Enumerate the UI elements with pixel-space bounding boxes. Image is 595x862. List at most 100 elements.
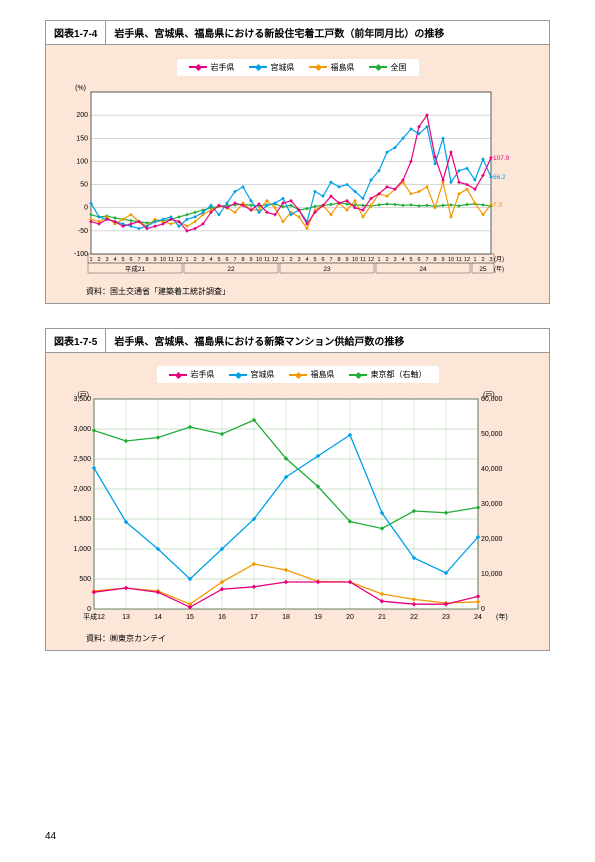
svg-text:(戸): (戸) xyxy=(77,391,89,399)
svg-text:10: 10 xyxy=(160,257,166,263)
legend-item: 岩手県 xyxy=(189,62,235,73)
svg-text:8: 8 xyxy=(241,257,244,263)
svg-text:1: 1 xyxy=(185,257,188,263)
svg-text:4: 4 xyxy=(113,257,116,263)
chart-2-body: 岩手県宮城県福島県東京都（右軸） 05001,0001,5002,0002,50… xyxy=(46,353,549,651)
svg-text:(月): (月) xyxy=(494,256,504,263)
svg-text:5: 5 xyxy=(217,257,220,263)
svg-text:5: 5 xyxy=(121,257,124,263)
svg-text:4: 4 xyxy=(401,257,404,263)
svg-text:20: 20 xyxy=(346,614,354,621)
svg-text:21: 21 xyxy=(378,614,386,621)
svg-text:10: 10 xyxy=(256,257,262,263)
svg-text:17: 17 xyxy=(250,614,258,621)
svg-text:10: 10 xyxy=(352,257,358,263)
svg-text:14: 14 xyxy=(154,614,162,621)
svg-text:20,000: 20,000 xyxy=(481,536,503,543)
legend-item: 福島県 xyxy=(309,62,355,73)
chart-1-title: 岩手県、宮城県、福島県における新設住宅着工戸数（前年同月比）の推移 xyxy=(106,21,452,44)
svg-text:23: 23 xyxy=(442,614,450,621)
chart-1-titlebar: 図表1-7-4 岩手県、宮城県、福島県における新設住宅着工戸数（前年同月比）の推… xyxy=(46,21,549,45)
svg-text:2: 2 xyxy=(385,257,388,263)
svg-text:2: 2 xyxy=(481,257,484,263)
svg-text:5: 5 xyxy=(313,257,316,263)
svg-text:30,000: 30,000 xyxy=(481,501,503,508)
svg-text:1: 1 xyxy=(377,257,380,263)
chart-1-id: 図表1-7-4 xyxy=(46,21,106,44)
svg-text:6: 6 xyxy=(129,257,132,263)
chart-2-legend: 岩手県 宮城県 福島県 東京都（右軸） xyxy=(157,366,439,383)
chart-2-source: 資料：㈱東京カンテイ xyxy=(56,633,539,644)
svg-text:(戸): (戸) xyxy=(483,391,495,399)
svg-text:7: 7 xyxy=(233,257,236,263)
svg-text:-100: -100 xyxy=(74,251,88,258)
svg-text:3: 3 xyxy=(297,257,300,263)
svg-text:12: 12 xyxy=(176,257,182,263)
svg-text:7: 7 xyxy=(425,257,428,263)
svg-text:1,500: 1,500 xyxy=(73,516,91,523)
svg-text:7: 7 xyxy=(137,257,140,263)
svg-text:12: 12 xyxy=(368,257,374,263)
svg-text:2: 2 xyxy=(97,257,100,263)
svg-text:4: 4 xyxy=(305,257,308,263)
chart-2-title: 岩手県、宮城県、福島県における新築マンション供給戸数の推移 xyxy=(106,329,412,352)
svg-text:50,000: 50,000 xyxy=(481,431,503,438)
svg-text:200: 200 xyxy=(76,112,88,119)
svg-text:平成21: 平成21 xyxy=(125,264,146,273)
svg-text:6: 6 xyxy=(417,257,420,263)
chart-2-id: 図表1-7-5 xyxy=(46,329,106,352)
svg-text:2,500: 2,500 xyxy=(73,456,91,463)
legend-item: 全国 xyxy=(369,62,407,73)
svg-text:100: 100 xyxy=(76,158,88,165)
svg-text:(年): (年) xyxy=(494,265,504,273)
svg-text:0: 0 xyxy=(84,204,88,211)
svg-text:9: 9 xyxy=(345,257,348,263)
svg-text:(年): (年) xyxy=(496,612,508,621)
legend-label: 岩手県 xyxy=(211,62,235,73)
svg-text:1: 1 xyxy=(89,257,92,263)
svg-text:2: 2 xyxy=(289,257,292,263)
legend-label: 東京都（右軸） xyxy=(371,369,427,380)
svg-text:13: 13 xyxy=(122,614,130,621)
svg-text:1,000: 1,000 xyxy=(73,546,91,553)
chart-2-block: 図表1-7-5 岩手県、宮城県、福島県における新築マンション供給戸数の推移 岩手… xyxy=(45,328,550,652)
svg-text:11: 11 xyxy=(360,257,366,263)
svg-text:6: 6 xyxy=(321,257,324,263)
svg-text:3: 3 xyxy=(201,257,204,263)
svg-text:18: 18 xyxy=(282,614,290,621)
svg-text:(%): (%) xyxy=(75,85,86,92)
svg-text:12: 12 xyxy=(464,257,470,263)
svg-text:2: 2 xyxy=(193,257,196,263)
legend-label: 岩手県 xyxy=(191,369,215,380)
svg-text:22: 22 xyxy=(227,266,235,273)
chart-1-legend: 岩手県 宮城県 福島県 全国 xyxy=(177,59,419,76)
svg-text:9: 9 xyxy=(249,257,252,263)
svg-text:4: 4 xyxy=(209,257,212,263)
legend-item: 東京都（右軸） xyxy=(349,369,427,380)
svg-text:1: 1 xyxy=(281,257,284,263)
svg-text:6: 6 xyxy=(225,257,228,263)
svg-text:-50: -50 xyxy=(78,227,88,234)
chart-1-plot: -100-50050100150200123456789101112123456… xyxy=(56,82,539,282)
chart-1-source: 資料：国土交通省「建築着工統計調査」 xyxy=(56,286,539,297)
svg-text:10: 10 xyxy=(448,257,454,263)
svg-text:40,000: 40,000 xyxy=(481,466,503,473)
svg-text:50: 50 xyxy=(80,181,88,188)
svg-text:22: 22 xyxy=(410,614,418,621)
svg-text:平成12: 平成12 xyxy=(83,612,105,621)
svg-text:9: 9 xyxy=(441,257,444,263)
svg-text:19: 19 xyxy=(314,614,322,621)
chart-2-titlebar: 図表1-7-5 岩手県、宮城県、福島県における新築マンション供給戸数の推移 xyxy=(46,329,549,353)
svg-text:66.2: 66.2 xyxy=(493,174,506,181)
svg-text:150: 150 xyxy=(76,135,88,142)
svg-text:107.9: 107.9 xyxy=(493,154,510,161)
legend-item: 福島県 xyxy=(289,369,335,380)
svg-text:0: 0 xyxy=(87,606,91,613)
svg-text:3: 3 xyxy=(393,257,396,263)
svg-text:7.3: 7.3 xyxy=(493,201,502,208)
legend-label: 宮城県 xyxy=(271,62,295,73)
svg-text:24: 24 xyxy=(474,614,482,621)
legend-item: 岩手県 xyxy=(169,369,215,380)
legend-item: 宮城県 xyxy=(249,62,295,73)
legend-label: 宮城県 xyxy=(251,369,275,380)
